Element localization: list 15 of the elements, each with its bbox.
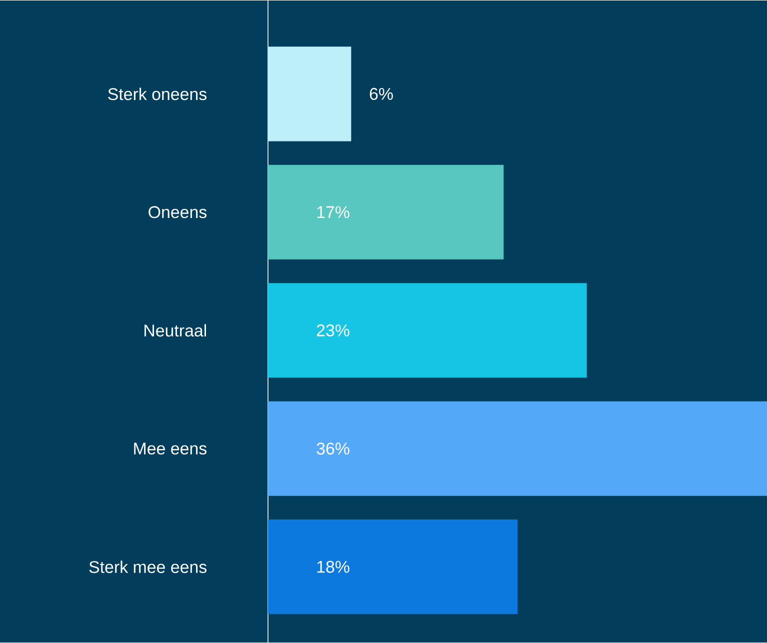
data-label: 36%	[316, 442, 350, 455]
data-label: 6%	[370, 88, 393, 100]
y-tick-label: Oneens	[148, 206, 207, 218]
bar	[268, 46, 352, 142]
y-tick-label: Mee eens	[134, 442, 207, 455]
bar	[268, 520, 518, 614]
data-label: 17%	[317, 206, 350, 218]
data-label: 23%	[316, 324, 350, 336]
y-tick-label: Sterk oneens	[108, 88, 207, 100]
bar	[268, 401, 767, 496]
data-label: 18%	[317, 560, 350, 573]
y-tick-label: Sterk mee eens	[89, 560, 207, 574]
y-tick-label: Neutraal	[144, 324, 206, 337]
bar	[268, 164, 504, 260]
bar	[268, 283, 587, 378]
